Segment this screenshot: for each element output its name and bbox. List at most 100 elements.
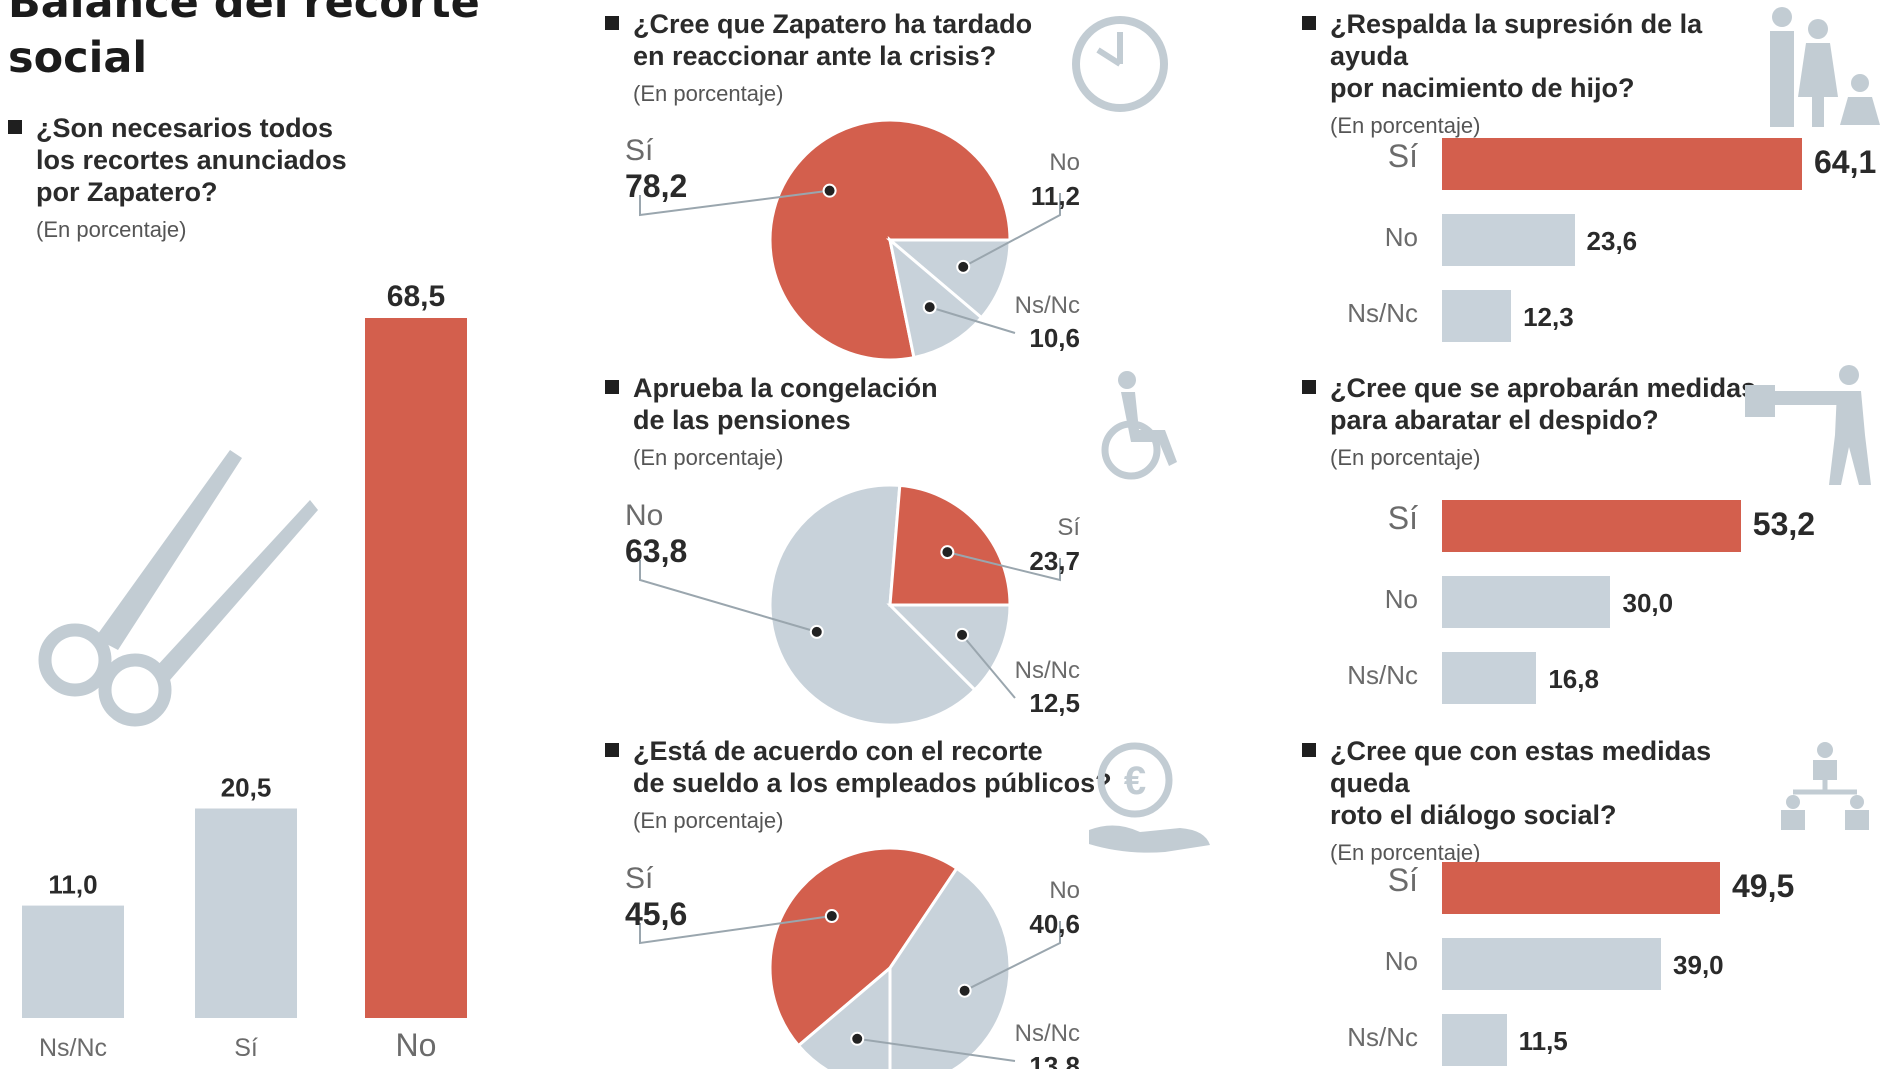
org-chart-icon — [1781, 742, 1869, 830]
pie-dot — [955, 627, 970, 642]
pie-slice-name: Sí — [1057, 514, 1080, 541]
question-3-unit: (En porcentaje) — [633, 445, 784, 470]
pie-dot — [957, 983, 972, 998]
bullet-square — [605, 16, 619, 30]
hbar-bar — [1442, 290, 1512, 342]
pie-slice-name: Ns/Nc — [1015, 657, 1080, 684]
question-6-text: ¿Cree que se aprobarán medidas para abar… — [1330, 373, 1757, 435]
bullet-square — [605, 743, 619, 757]
question-1: ¿Son necesarios todos los recortes anunc… — [8, 112, 388, 246]
question-1-text: ¿Son necesarios todos los recortes anunc… — [36, 113, 347, 207]
question-3-text: Aprueba la congelación de las pensiones — [633, 373, 938, 435]
question-5-unit: (En porcentaje) — [1330, 113, 1481, 138]
bullet-square — [1302, 16, 1316, 30]
euro-hand-icon: € — [1089, 742, 1210, 853]
pie-slice-value: 12,5 — [1029, 688, 1080, 718]
bar-category-label: Sí — [234, 1034, 258, 1062]
hbar-value-label: 23,6 — [1586, 226, 1638, 256]
hbar-value-label: 11,5 — [1518, 1026, 1568, 1056]
pie-slice-value: 45,6 — [625, 896, 687, 932]
pie-slice-value: 40,6 — [1029, 909, 1080, 939]
pie-leader-line — [857, 1037, 1016, 1062]
bar-value-label: 68,5 — [387, 280, 445, 313]
hbar-bar — [1442, 1014, 1507, 1066]
pie-leader-line — [962, 193, 1061, 268]
hbar-value-label: 12,3 — [1523, 302, 1574, 332]
question-4-text: ¿Está de acuerdo con el recorte de sueld… — [633, 736, 1112, 798]
pointing-person-icon — [1745, 365, 1871, 485]
question-2-unit: (En porcentaje) — [633, 81, 784, 106]
bar-2 — [365, 318, 467, 1018]
question-6-unit: (En porcentaje) — [1330, 445, 1481, 470]
hbar-value-label: 64,1 — [1814, 144, 1877, 180]
question-2-text: ¿Cree que Zapatero ha tardado en reaccio… — [633, 9, 1033, 71]
hbar-category-label: No — [1384, 584, 1418, 614]
bullet-square — [1302, 743, 1316, 757]
pie-dot — [809, 624, 824, 639]
pie-dot — [824, 909, 839, 924]
pie-slice-name: No — [1049, 149, 1080, 176]
pie-leader-line — [961, 634, 1016, 699]
pie-slice-2 — [887, 236, 984, 360]
page-title: Balance del recorte social — [8, 0, 480, 83]
question-7: ¿Cree que con estas medidas queda roto e… — [1302, 735, 1782, 869]
hbar-value-label: 16,8 — [1548, 664, 1599, 694]
hbar-category-label: No — [1384, 946, 1418, 976]
hbar-value-label: 39,0 — [1673, 950, 1724, 980]
hbar-category-label: Sí — [1387, 500, 1418, 536]
hbar-category-label: Ns/Nc — [1347, 1022, 1418, 1052]
clock-icon — [1072, 16, 1168, 112]
pie-slice-name: Ns/Nc — [1015, 292, 1080, 319]
bullet-square — [605, 380, 619, 394]
wheelchair-icon — [1101, 371, 1177, 480]
pie-slice-name: No — [625, 499, 663, 532]
hbar-bar — [1442, 138, 1802, 190]
question-6: ¿Cree que se aprobarán medidas para abar… — [1302, 372, 1782, 474]
hbar-value-label: 30,0 — [1622, 588, 1674, 618]
pie-slice-value: 23,7 — [1029, 546, 1080, 576]
question-7-unit: (En porcentaje) — [1330, 840, 1481, 865]
pie-slice-name: Sí — [625, 134, 654, 167]
question-4: ¿Está de acuerdo con el recorte de sueld… — [605, 735, 1165, 837]
pie-slice-value: 78,2 — [625, 168, 687, 204]
pie-slice-value: 11,2 — [1031, 181, 1080, 211]
bullet-square — [1302, 380, 1316, 394]
pie-slice-name: Sí — [625, 862, 654, 895]
pie-leader-line — [639, 560, 818, 633]
question-1-unit: (En porcentaje) — [36, 217, 187, 242]
pie-slice-value: 10,6 — [1029, 323, 1080, 353]
bar-value-label: 20,5 — [221, 773, 272, 803]
bar-0 — [22, 905, 124, 1018]
hbar-category-label: Sí — [1387, 862, 1418, 898]
pie-dot — [850, 1031, 865, 1046]
hbar-bar — [1442, 938, 1662, 990]
hbar-bar — [1442, 652, 1537, 704]
family-icon — [1770, 7, 1880, 127]
hbar-category-label: No — [1384, 222, 1418, 252]
hbar-bar — [1442, 214, 1575, 266]
pie-dot — [822, 183, 837, 198]
hbar-bar — [1442, 862, 1720, 914]
pie-dot — [956, 259, 971, 274]
question-5: ¿Respalda la supresión de la ayuda por n… — [1302, 8, 1782, 142]
pie-slice-name: Ns/Nc — [1015, 1020, 1080, 1047]
bar-category-label: No — [396, 1027, 437, 1063]
question-7-text: ¿Cree que con estas medidas queda roto e… — [1330, 736, 1712, 830]
pie-slice-value: 13,8 — [1029, 1051, 1080, 1069]
pie-slice-0 — [768, 483, 977, 727]
question-4-unit: (En porcentaje) — [633, 808, 784, 833]
question-3: Aprueba la congelación de las pensiones … — [605, 372, 1165, 474]
hbar-category-label: Ns/Nc — [1347, 298, 1418, 328]
hbar-bar — [1442, 500, 1741, 552]
pie-dot — [940, 545, 955, 560]
bar-value-label: 11,0 — [48, 870, 97, 900]
hbar-category-label: Sí — [1387, 138, 1418, 174]
bar-category-label: Ns/Nc — [39, 1034, 107, 1062]
pie-leader-line — [929, 306, 1016, 334]
hbar-value-label: 53,2 — [1752, 506, 1816, 542]
pie-slice-value: 63,8 — [625, 533, 687, 569]
pie-leader-line — [964, 921, 1061, 992]
bar-chart-recortes: 11,0 Ns/Nc 20,5 Sí 68,5 No — [22, 280, 467, 1063]
